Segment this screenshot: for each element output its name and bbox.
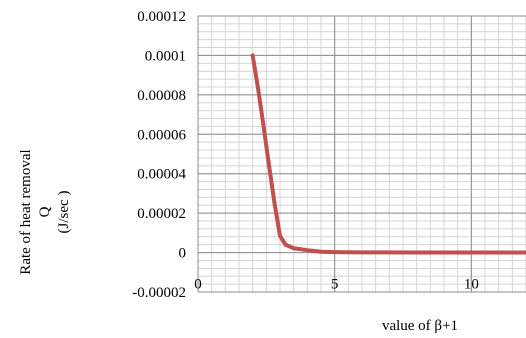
y-axis-label-line-3: (J/sec )	[56, 191, 72, 234]
y-tick-label: 0.0001	[145, 48, 186, 64]
x-tick-label: 0	[194, 277, 202, 293]
y-axis-label-line-2: Q	[37, 206, 53, 217]
y-axis-label: Rate of heat removal Q (J/sec )	[18, 149, 72, 274]
y-tick-label: 0.00004	[137, 167, 186, 183]
series-line	[250, 53, 526, 255]
y-tick-label: -0.00002	[132, 285, 186, 301]
x-axis-label: value of β+1	[382, 318, 458, 334]
y-tick-label: 0.00012	[137, 9, 186, 25]
y-axis-tick-labels: 0.00012 0.0001 0.00008 0.00006 0.00004 0.0000…	[132, 9, 186, 301]
x-axis-tick-labels: 0 5 10	[194, 277, 479, 293]
y-tick-label: 0.00002	[137, 206, 186, 222]
x-tick-label: 5	[331, 277, 339, 293]
series-group	[250, 53, 526, 255]
x-tick-label: 10	[464, 277, 479, 293]
y-tick-label: 0.00008	[137, 88, 186, 104]
y-tick-label: 0	[179, 246, 187, 262]
y-axis-label-line-1: Rate of heat removal	[18, 149, 34, 274]
y-tick-label: 0.00006	[137, 127, 186, 143]
